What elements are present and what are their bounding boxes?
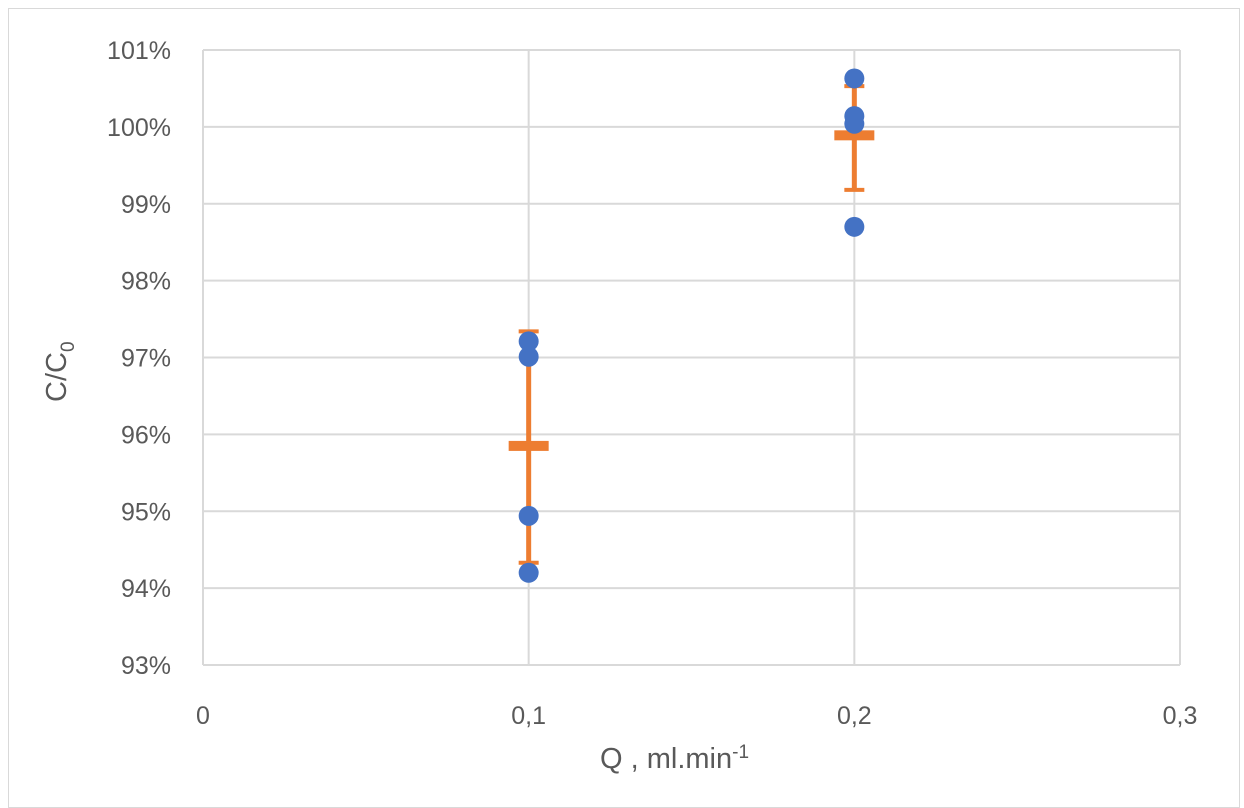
y-axis-title: C/C0: [41, 341, 79, 402]
y-tick-label: 96%: [121, 421, 171, 449]
data-point: [518, 562, 539, 583]
x-tick-label: 0: [196, 702, 210, 730]
data-point: [844, 216, 865, 237]
gridlines: [202, 49, 1181, 666]
y-tick-label: 95%: [121, 498, 171, 526]
x-tick-label: 0,3: [1163, 702, 1198, 730]
data-point: [518, 346, 539, 367]
chart-area: [8, 8, 1240, 808]
y-tick-label: 99%: [121, 191, 171, 219]
y-tick-labels: 93% 94% 95% 96% 97% 98% 99% 100% 101%: [107, 37, 171, 680]
x-tick-label: 0,2: [837, 702, 872, 730]
x-axis-title: Q , ml.min-1: [600, 742, 749, 775]
y-tick-label: 98%: [121, 268, 171, 296]
data-point: [518, 331, 539, 352]
y-tick-label: 101%: [107, 37, 171, 65]
y-tick-label: 97%: [121, 345, 171, 373]
scatter-chart: 93% 94% 95% 96% 97% 98% 99% 100% 101% 0 0,1 0,2 0,3…: [41, 37, 1197, 775]
y-tick-label: 93%: [121, 652, 171, 680]
x-tick-labels: 0 0,1 0,2 0,3: [196, 702, 1197, 730]
data-point: [844, 68, 865, 89]
data-point: [518, 505, 539, 526]
mean-marker: [834, 130, 875, 141]
data-point: [844, 113, 865, 134]
error-bars: [508, 84, 875, 565]
data-points: [518, 68, 865, 583]
y-tick-label: 100%: [107, 114, 171, 142]
x-tick-label: 0,1: [511, 702, 546, 730]
y-tick-label: 94%: [121, 575, 171, 603]
mean-marker: [508, 440, 549, 451]
